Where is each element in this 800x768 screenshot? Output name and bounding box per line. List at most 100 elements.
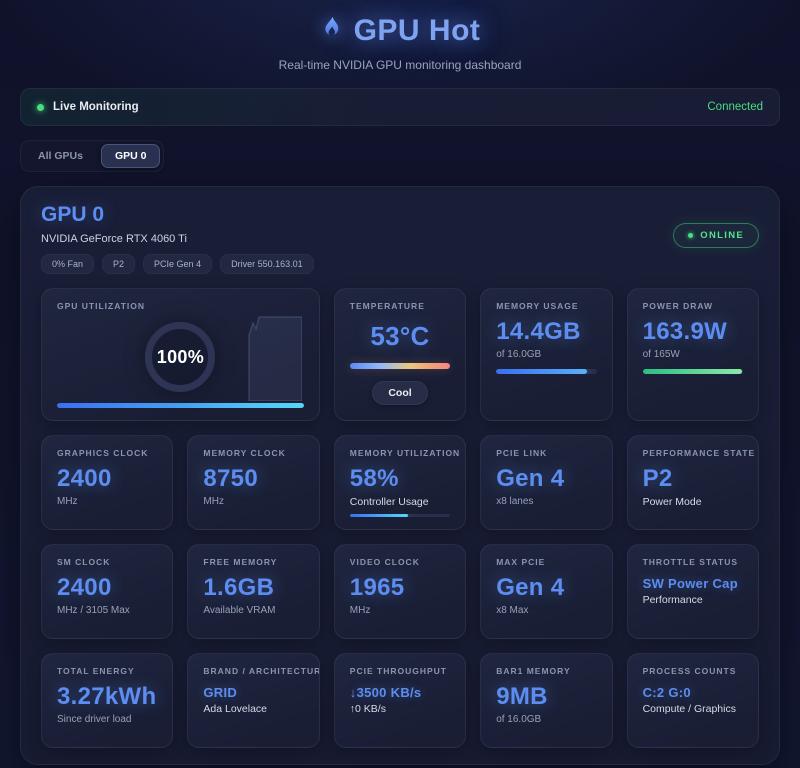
utilization-gauge: 100% [145,322,216,392]
power-bar-fill [642,369,742,374]
metric-label: MAX PCIE [496,557,546,567]
metric-label: MEMORY UTILIZATION [349,448,461,458]
live-dot-icon [37,103,44,111]
memory-utilization-bar-fill [349,514,409,517]
metric-card-graphics-clock: GRAPHICS CLOCK 2400 MHz [41,435,174,530]
architecture-value: Ada Lovelace [203,703,268,715]
gpu-0-card: GPU 0 NVIDIA GeForce RTX 4060 Ti 0% Fan … [20,186,780,765]
video-clock-value: 1965 [349,574,405,601]
metric-card-free-memory: FREE MEMORY 1.6GB Available VRAM [187,544,320,639]
pcie-link-lanes: x8 lanes [496,496,534,507]
free-memory-sub: Available VRAM [203,605,276,616]
metric-card-video-clock: VIDEO CLOCK 1965 MHz [333,544,467,639]
metric-card-process-counts: PROCESS COUNTS C:2 G:0 Compute / Graphic… [626,653,759,748]
metric-card-temperature: TEMPERATURE 53°C Cool [333,288,467,421]
metric-card-pcie-throughput: PCIE THROUGHPUT ↓3500 KB/s ↑0 KB/s [333,653,467,748]
pcie-gen-badge: PCIe Gen 4 [143,254,213,274]
free-memory-value: 1.6GB [203,574,275,601]
metric-card-bar1-memory: BAR1 MEMORY 9MB of 16.0GB [480,653,613,748]
metric-card-memory-usage: MEMORY USAGE 14.4GB of 16.0GB [480,288,613,421]
graphics-clock-unit: MHz [57,496,78,507]
gpu-name: NVIDIA GeForce RTX 4060 Ti [41,233,187,245]
metric-card-performance-state: PERFORMANCE STATE P2 Power Mode [626,435,759,530]
memory-clock-value: 8750 [203,465,258,492]
metric-card-memory-clock: MEMORY CLOCK 8750 MHz [187,435,320,530]
pstate-badge: P2 [102,254,136,274]
sm-clock-value: 2400 [57,574,112,601]
page-subtitle: Real-time NVIDIA GPU monitoring dashboar… [278,58,522,72]
metric-card-power-draw: POWER DRAW 163.9W of 165W [626,288,759,421]
utilization-value: 100% [156,346,205,367]
metric-card-total-energy: TOTAL ENERGY 3.27kWh Since driver load [41,653,174,748]
power-draw-value: 163.9W [642,318,728,345]
process-counts-value: C:2 G:0 [642,685,691,700]
memory-usage-value: 14.4GB [496,318,581,345]
power-bar-track [642,369,743,374]
pcie-rx-value: ↓3500 KB/s [349,685,422,700]
video-clock-unit: MHz [349,605,371,616]
metric-label: PCIE THROUGHPUT [349,666,447,676]
online-dot-icon [688,233,694,238]
page-title: GPU Hot [353,14,481,47]
connection-status: Connected [707,101,763,113]
performance-state-mode: Power Mode [642,496,702,508]
metric-label: BRAND / ARCHITECTURE [203,666,320,676]
max-pcie-value: Gen 4 [496,574,565,601]
metric-card-sm-clock: SM CLOCK 2400 MHz / 3105 Max [41,544,174,639]
metric-label: PERFORMANCE STATE [642,448,756,458]
memory-bar-fill [496,369,587,374]
temperature-status-badge: Cool [372,381,428,405]
power-draw-limit: of 165W [642,349,680,360]
gpu-card-header: GPU 0 NVIDIA GeForce RTX 4060 Ti 0% Fan … [41,203,759,274]
pcie-link-value: Gen 4 [496,465,565,492]
max-pcie-sub: x8 Max [496,605,529,616]
tab-gpu-0[interactable]: GPU 0 [100,144,161,168]
metric-card-brand-architecture: BRAND / ARCHITECTURE GRID Ada Lovelace [187,653,320,748]
metric-label: TOTAL ENERGY [57,666,135,676]
total-energy-value: 3.27kWh [57,683,157,710]
utilization-bar-fill [57,403,304,408]
tab-all-gpus[interactable]: All GPUs [24,144,97,168]
metric-card-memory-utilization: MEMORY UTILIZATION 58% Controller Usage [333,435,467,530]
metric-label: PCIE LINK [496,448,548,458]
gpu-badges: 0% Fan P2 PCIe Gen 4 Driver 550.163.01 [41,254,314,274]
metric-label: SM CLOCK [57,557,111,567]
live-monitoring-label: Live Monitoring [53,101,139,113]
temperature-gradient-bar [349,363,451,369]
metric-card-pcie-link: PCIE LINK Gen 4 x8 lanes [480,435,613,530]
throttle-status-value: SW Power Cap [642,576,738,591]
metric-label: MEMORY CLOCK [203,448,286,458]
metric-card-max-pcie: MAX PCIE Gen 4 x8 Max [480,544,613,639]
memory-bar-track [496,369,597,374]
graphics-clock-value: 2400 [57,465,112,492]
performance-state-value: P2 [642,465,673,492]
live-status-bar: Live Monitoring Connected [20,88,780,126]
online-status-badge: ONLINE [673,223,759,248]
temperature-value: 53°C [370,321,430,351]
fan-badge: 0% Fan [41,254,95,274]
metric-label: TEMPERATURE [349,301,425,311]
metric-card-throttle-status: THROTTLE STATUS SW Power Cap Performance [626,544,759,639]
process-counts-sub: Compute / Graphics [642,703,736,715]
metric-label: POWER DRAW [642,301,714,311]
utilization-bar-track [57,403,304,408]
memory-usage-total: of 16.0GB [496,349,542,360]
memory-utilization-bar-track [349,514,451,517]
brand-value: GRID [203,685,238,700]
metric-label: BAR1 MEMORY [496,666,571,676]
metric-label: GPU UTILIZATION [57,301,146,311]
gpu-title: GPU 0 [41,203,105,226]
driver-badge: Driver 550.163.01 [220,254,314,274]
gpu-tabs: All GPUs GPU 0 [20,140,165,172]
memory-clock-unit: MHz [203,496,224,507]
flame-icon [324,16,338,36]
metric-label: THROTTLE STATUS [642,557,739,567]
throttle-status-sub: Performance [642,594,703,606]
bar1-memory-total: of 16.0GB [496,714,542,725]
pcie-tx-value: ↑0 KB/s [349,703,386,715]
metric-label: PROCESS COUNTS [642,666,737,676]
sm-clock-max: MHz / 3105 Max [57,605,130,616]
memory-utilization-sub: Controller Usage [349,496,429,508]
memory-utilization-value: 58% [349,465,399,492]
